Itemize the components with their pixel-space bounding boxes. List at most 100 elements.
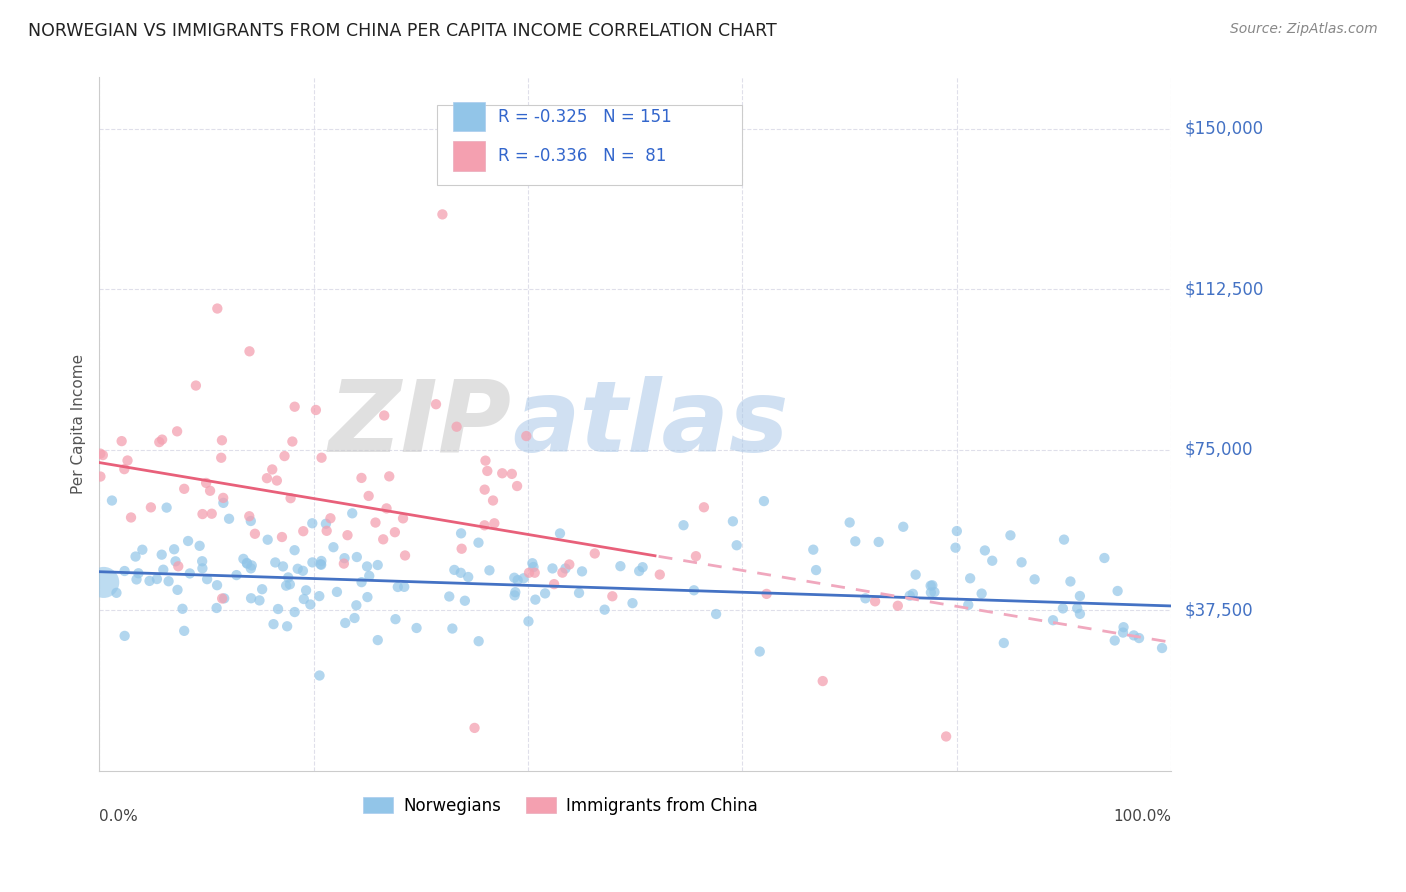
Point	[157, 574, 180, 589]
Point	[322, 540, 344, 554]
Point	[725, 538, 748, 552]
Point	[568, 586, 591, 600]
Point	[1150, 640, 1173, 655]
Point	[901, 587, 924, 601]
Point	[335, 615, 357, 630]
Point	[311, 554, 333, 568]
Point	[446, 419, 468, 434]
Point	[628, 564, 651, 578]
Point	[541, 561, 564, 575]
Point	[150, 548, 173, 562]
Text: NORWEGIAN VS IMMIGRANTS FROM CHINA PER CAPITA INCOME CORRELATION CHART: NORWEGIAN VS IMMIGRANTS FROM CHINA PER C…	[28, 22, 778, 40]
Point	[554, 561, 576, 575]
Point	[212, 591, 235, 606]
Point	[166, 582, 188, 597]
Point	[232, 552, 254, 566]
FancyBboxPatch shape	[437, 105, 742, 185]
Point	[981, 554, 1004, 568]
Point	[478, 563, 501, 577]
Point	[838, 516, 860, 530]
Point	[935, 730, 957, 744]
Point	[721, 514, 744, 528]
Point	[333, 551, 356, 566]
Point	[548, 526, 571, 541]
Point	[512, 571, 534, 585]
Point	[201, 507, 224, 521]
Point	[250, 582, 273, 597]
Point	[505, 585, 527, 599]
Point	[522, 560, 544, 574]
Point	[295, 583, 318, 598]
Point	[450, 566, 472, 580]
Point	[277, 570, 299, 584]
Point	[439, 590, 461, 604]
Point	[299, 598, 322, 612]
FancyBboxPatch shape	[453, 103, 485, 131]
Point	[112, 462, 135, 476]
Point	[191, 554, 214, 568]
Point	[946, 524, 969, 538]
Point	[945, 541, 967, 555]
Point	[267, 602, 290, 616]
Point	[672, 518, 695, 533]
Point	[522, 556, 544, 570]
Point	[1042, 613, 1064, 627]
Point	[467, 535, 489, 549]
Point	[163, 542, 186, 557]
Point	[117, 453, 139, 467]
Text: $37,500: $37,500	[1185, 601, 1254, 619]
Point	[101, 493, 124, 508]
Point	[477, 464, 499, 478]
Point	[1024, 572, 1046, 586]
Point	[89, 447, 111, 461]
Text: R = -0.325   N = 151: R = -0.325 N = 151	[498, 108, 672, 126]
Point	[173, 624, 195, 638]
Point	[139, 500, 162, 515]
Point	[350, 471, 373, 485]
Point	[503, 588, 526, 602]
Point	[198, 483, 221, 498]
Point	[263, 617, 285, 632]
Point	[970, 586, 993, 600]
Point	[863, 594, 886, 608]
Point	[156, 500, 179, 515]
Point	[205, 578, 228, 592]
Point	[378, 469, 401, 483]
Point	[240, 591, 263, 606]
Text: Source: ZipAtlas.com: Source: ZipAtlas.com	[1230, 22, 1378, 37]
Point	[425, 397, 447, 411]
Point	[748, 644, 770, 658]
Point	[387, 580, 409, 594]
Point	[450, 526, 472, 541]
Point	[621, 596, 644, 610]
Point	[648, 567, 671, 582]
Point	[172, 602, 194, 616]
Text: ZIP: ZIP	[329, 376, 512, 473]
Point	[93, 575, 115, 590]
Point	[920, 579, 942, 593]
Point	[375, 501, 398, 516]
Point	[993, 636, 1015, 650]
Point	[150, 433, 173, 447]
Point	[256, 471, 278, 485]
Point	[367, 633, 389, 648]
Y-axis label: Per Capita Income: Per Capita Income	[72, 354, 86, 494]
Point	[524, 592, 547, 607]
Point	[276, 619, 298, 633]
Point	[218, 512, 240, 526]
Point	[1104, 633, 1126, 648]
Point	[243, 526, 266, 541]
Point	[1053, 533, 1076, 547]
Point	[165, 554, 187, 568]
Point	[364, 516, 387, 530]
Point	[266, 474, 288, 488]
Point	[114, 564, 136, 578]
Point	[801, 542, 824, 557]
Point	[752, 494, 775, 508]
Point	[273, 449, 295, 463]
Point	[225, 568, 247, 582]
Point	[207, 301, 229, 316]
Point	[212, 491, 235, 505]
Point	[212, 496, 235, 510]
Point	[319, 511, 342, 525]
